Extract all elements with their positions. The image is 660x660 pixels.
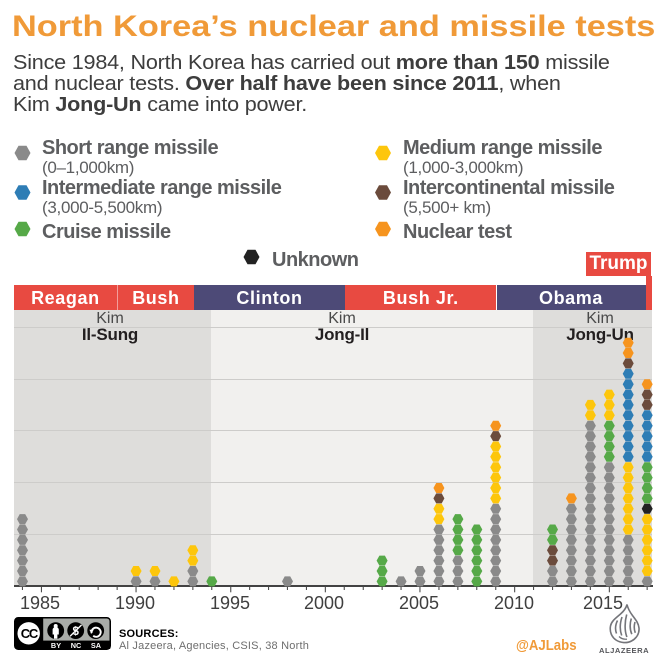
svg-text:$: $ [72,626,79,638]
svg-text:SA: SA [91,641,102,650]
svg-text:CC: CC [21,626,39,641]
svg-text:BY: BY [51,641,61,650]
svg-text:NC: NC [71,641,82,650]
